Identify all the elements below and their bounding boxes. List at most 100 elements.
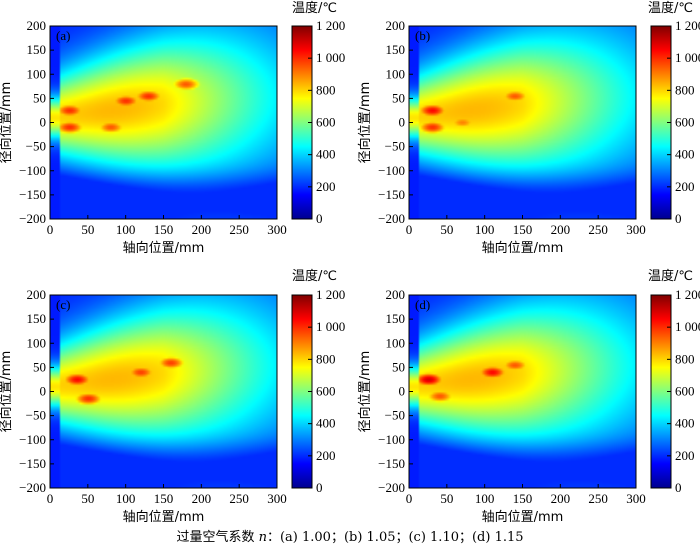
x-tick-label: 0 — [47, 491, 54, 506]
colorbar-tick-label: 200 — [316, 448, 336, 463]
colorbar-tick-label: 1 000 — [675, 50, 700, 65]
y-tick-label: 0 — [40, 384, 47, 399]
x-tick-label: 200 — [192, 491, 212, 506]
colorbar-tick-label: 800 — [316, 351, 336, 366]
colorbar-tick-label: 400 — [675, 416, 695, 431]
heatmap-panel: (a) 0 50 100 150 200 250 300 200 150 100 50 0 −50 −100… — [0, 0, 345, 256]
colorbar-tick-label: 0 — [316, 480, 323, 495]
x-tick-label: 100 — [116, 491, 136, 506]
colorbar-tick-label: 600 — [316, 384, 336, 399]
y-axis-label: 径向位置/mm — [357, 351, 373, 433]
colorbar-tick-label: 200 — [675, 179, 695, 194]
colorbar-title: 温度/℃ — [292, 268, 337, 284]
colorbar-title: 温度/℃ — [292, 0, 337, 16]
heatmap-image — [50, 26, 277, 219]
heatmap-panel: (d) 0 50 100 150 200 250 300 200 150 100 50 0 −50 −100… — [357, 268, 700, 525]
y-tick-label: 200 — [386, 18, 406, 33]
y-tick-label: −50 — [26, 408, 46, 423]
y-tick-label: 100 — [386, 66, 406, 81]
x-axis-label: 轴向位置/mm — [482, 509, 564, 525]
colorbar-tick-label: 1 200 — [316, 287, 345, 302]
panel-label: (b) — [415, 28, 430, 43]
y-tick-label: 200 — [27, 287, 47, 302]
y-tick-label: −50 — [26, 139, 46, 154]
x-tick-label: 150 — [154, 491, 174, 506]
figure-caption: 过量空气系数 n：(a) 1.00；(b) 1.05；(c) 1.10；(d) … — [176, 529, 523, 545]
colorbar-tick-label: 400 — [316, 416, 336, 431]
x-axis-label: 轴向位置/mm — [482, 240, 564, 256]
x-tick-label: 300 — [626, 491, 646, 506]
x-tick-label: 50 — [440, 222, 453, 237]
y-tick-label: 50 — [33, 359, 46, 374]
x-tick-label: 150 — [513, 491, 533, 506]
x-tick-label: 0 — [406, 491, 413, 506]
y-tick-label: −150 — [378, 456, 405, 471]
y-tick-label: −50 — [385, 408, 405, 423]
colorbar-title: 温度/℃ — [648, 268, 693, 284]
x-tick-label: 250 — [588, 222, 608, 237]
colorbar-tick-label: 200 — [675, 448, 695, 463]
x-tick-label: 0 — [406, 222, 413, 237]
colorbar-tick-label: 400 — [675, 147, 695, 162]
colorbar-tick-label: 0 — [675, 211, 682, 226]
x-tick-label: 150 — [154, 222, 174, 237]
colorbar-tick-label: 1 000 — [316, 319, 345, 334]
y-tick-label: −100 — [19, 432, 46, 447]
heatmap-panel: (b) 0 50 100 150 200 250 300 200 150 100 50 0 −50 −100… — [357, 0, 700, 256]
colorbar-tick-label: 1 200 — [316, 18, 345, 33]
panel-label: (d) — [415, 297, 430, 312]
colorbar-tick-label: 1 200 — [675, 287, 700, 302]
heatmap-image — [409, 26, 636, 219]
colorbar-tick-label: 800 — [316, 82, 336, 97]
y-tick-label: 100 — [386, 335, 406, 350]
x-tick-label: 100 — [475, 222, 495, 237]
colorbar-tick-label: 800 — [675, 82, 695, 97]
x-tick-label: 250 — [229, 491, 249, 506]
x-tick-label: 300 — [267, 491, 287, 506]
x-tick-label: 50 — [81, 491, 94, 506]
y-tick-label: 200 — [386, 287, 406, 302]
y-tick-label: −50 — [385, 139, 405, 154]
x-tick-label: 300 — [267, 222, 287, 237]
x-tick-label: 200 — [551, 491, 571, 506]
y-tick-label: −150 — [19, 187, 46, 202]
y-tick-label: 150 — [27, 311, 47, 326]
panel-label: (a) — [56, 28, 70, 43]
y-tick-label: 150 — [386, 42, 406, 57]
x-tick-label: 0 — [47, 222, 54, 237]
panel-label: (c) — [56, 297, 70, 312]
colorbar-tick-label: 600 — [675, 115, 695, 130]
y-tick-label: 200 — [27, 18, 47, 33]
colorbar-tick-label: 0 — [675, 480, 682, 495]
y-tick-label: 50 — [392, 359, 405, 374]
colorbar-tick-label: 1 000 — [316, 50, 345, 65]
y-axis-label: 径向位置/mm — [0, 82, 14, 164]
y-tick-label: 150 — [27, 42, 47, 57]
x-tick-label: 100 — [116, 222, 136, 237]
colorbar-tick-label: 400 — [316, 147, 336, 162]
colorbar-tick-label: 800 — [675, 351, 695, 366]
y-tick-label: −200 — [19, 211, 46, 226]
y-tick-label: −200 — [19, 480, 46, 495]
x-tick-label: 50 — [81, 222, 94, 237]
y-tick-label: 0 — [40, 115, 47, 130]
x-tick-label: 200 — [192, 222, 212, 237]
heatmap-image — [409, 295, 636, 488]
x-axis-label: 轴向位置/mm — [123, 509, 205, 525]
x-tick-label: 200 — [551, 222, 571, 237]
x-tick-label: 50 — [440, 491, 453, 506]
heatmap-panel: (c) 0 50 100 150 200 250 300 200 150 100 50 0 −50 −100… — [0, 268, 345, 525]
colorbar-title: 温度/℃ — [648, 0, 693, 16]
y-tick-label: −150 — [378, 187, 405, 202]
y-tick-label: 50 — [392, 90, 405, 105]
y-axis-label: 径向位置/mm — [357, 82, 373, 164]
y-tick-label: 150 — [386, 311, 406, 326]
y-axis-label: 径向位置/mm — [0, 351, 14, 433]
colorbar-tick-label: 1 000 — [675, 319, 700, 334]
y-tick-label: 50 — [33, 90, 46, 105]
y-tick-label: −100 — [378, 432, 405, 447]
x-tick-label: 300 — [626, 222, 646, 237]
y-tick-label: −200 — [378, 480, 405, 495]
y-tick-label: −100 — [378, 163, 405, 178]
